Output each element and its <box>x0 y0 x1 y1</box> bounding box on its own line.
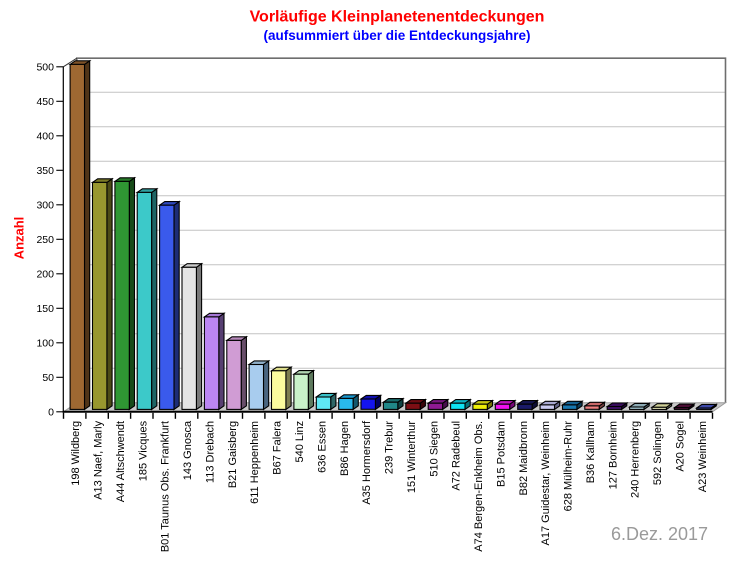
svg-text:A35 Hormersdorf: A35 Hormersdorf <box>361 420 373 505</box>
svg-text:A13 Naef, Marly: A13 Naef, Marly <box>93 420 105 499</box>
svg-text:636 Essen: 636 Essen <box>316 421 328 473</box>
svg-text:6.Dez. 2017: 6.Dez. 2017 <box>611 524 708 544</box>
svg-text:239 Trebur: 239 Trebur <box>384 421 396 475</box>
svg-text:B15 Potsdam: B15 Potsdam <box>495 421 507 487</box>
svg-text:500: 500 <box>36 62 54 74</box>
svg-text:185 Vicques: 185 Vicques <box>137 420 149 481</box>
svg-text:B21 Gaisberg: B21 Gaisberg <box>227 421 239 488</box>
svg-text:A17 Guidestar, Weinheim: A17 Guidestar, Weinheim <box>540 421 552 546</box>
svg-text:A23 Weinheim: A23 Weinheim <box>697 421 709 492</box>
svg-text:B86 Hagen: B86 Hagen <box>339 421 351 476</box>
svg-text:250: 250 <box>36 234 54 246</box>
svg-text:198 Wildberg: 198 Wildberg <box>70 421 82 486</box>
svg-text:A72 Radebeul: A72 Radebeul <box>451 421 463 491</box>
svg-text:300: 300 <box>36 200 54 212</box>
svg-text:113 Drebach: 113 Drebach <box>205 421 217 483</box>
svg-text:A74 Bergen-Enkheim Obs.: A74 Bergen-Enkheim Obs. <box>473 421 485 552</box>
svg-text:A44 Altschwendt: A44 Altschwendt <box>115 421 127 502</box>
svg-text:151 Winterthur: 151 Winterthur <box>406 421 418 493</box>
svg-text:0: 0 <box>48 407 54 419</box>
svg-text:143 Gnosca: 143 Gnosca <box>182 420 194 480</box>
svg-text:127 Bornheim: 127 Bornheim <box>607 421 619 490</box>
svg-text:540 Linz: 540 Linz <box>294 421 306 463</box>
svg-text:350: 350 <box>36 165 54 177</box>
svg-text:Vorläufige Kleinplanetenentdec: Vorläufige Kleinplanetenentdeckungen <box>250 8 545 25</box>
svg-text:A20 Sogel: A20 Sogel <box>675 421 687 472</box>
svg-text:B01 Taunus Obs. Frankfurt: B01 Taunus Obs. Frankfurt <box>160 421 172 552</box>
svg-text:100: 100 <box>36 338 54 350</box>
svg-text:150: 150 <box>36 303 54 315</box>
svg-text:611 Heppenheim: 611 Heppenheim <box>249 421 261 504</box>
svg-text:(aufsummiert über die Entdecku: (aufsummiert über die Entdeckungsjahre) <box>263 28 530 43</box>
svg-text:B67 Falera: B67 Falera <box>272 420 284 475</box>
svg-text:B82 Maidbronn: B82 Maidbronn <box>518 421 530 496</box>
svg-text:592 Solingen: 592 Solingen <box>652 421 664 485</box>
svg-text:400: 400 <box>36 131 54 143</box>
svg-text:200: 200 <box>36 269 54 281</box>
svg-text:B36 Kallham: B36 Kallham <box>585 421 597 483</box>
svg-text:628 Mülheim-Ruhr: 628 Mülheim-Ruhr <box>563 421 575 512</box>
svg-text:50: 50 <box>42 372 54 384</box>
svg-text:510 Siegen: 510 Siegen <box>428 421 440 477</box>
svg-text:240 Herrenberg: 240 Herrenberg <box>630 421 642 498</box>
svg-text:Anzahl: Anzahl <box>11 217 26 260</box>
svg-text:450: 450 <box>36 96 54 108</box>
